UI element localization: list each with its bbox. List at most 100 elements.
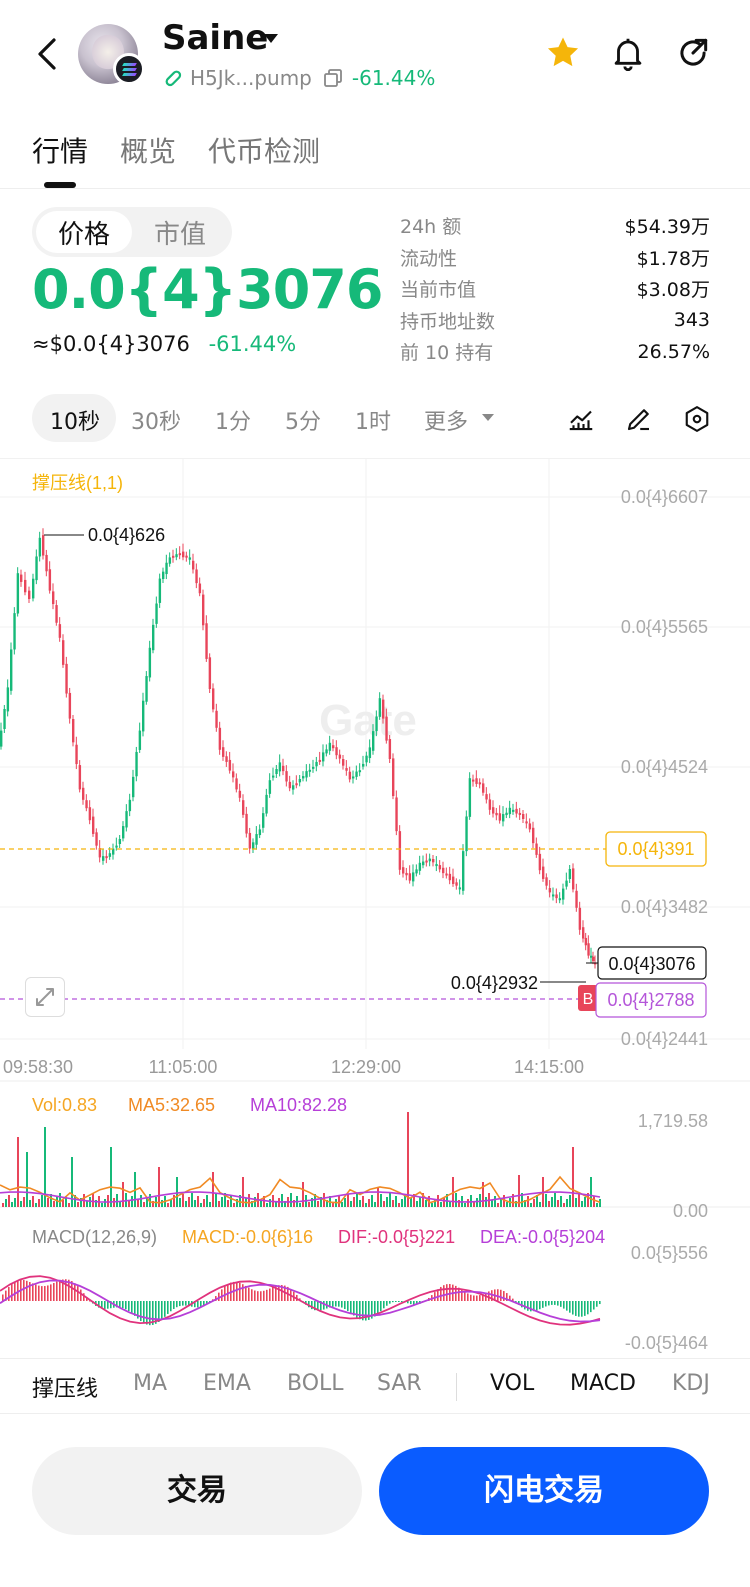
interval-more[interactable]: 更多 [424, 410, 469, 435]
share-icon[interactable] [674, 34, 712, 72]
macd-histogram-bar [125, 1301, 127, 1310]
ind-tab-ema[interactable]: EMA [203, 1371, 251, 1396]
trade-button[interactable]: 交易 [32, 1447, 362, 1535]
volume-bar [176, 1177, 178, 1207]
volume-bar [572, 1147, 574, 1207]
candle [20, 574, 23, 582]
candle [48, 569, 52, 591]
copy-icon[interactable] [322, 67, 344, 89]
interval-30s[interactable]: 30秒 [131, 410, 181, 435]
toggle-price[interactable]: 价格 [58, 220, 111, 250]
volume-bar [161, 1200, 163, 1207]
volume-bar [563, 1203, 565, 1207]
candle [558, 898, 562, 901]
ind-tab-ma[interactable]: MA [133, 1371, 168, 1396]
candle [584, 937, 588, 946]
interval-10s[interactable]: 10秒 [50, 410, 100, 435]
stat-row: 前 10 持有 26.57% [400, 336, 710, 368]
volume-bar [314, 1194, 316, 1207]
macd-dea-line [0, 1279, 601, 1323]
macd-histogram-bar [65, 1279, 67, 1301]
ind-tab-kdj[interactable]: KDJ [672, 1371, 710, 1396]
volume-bar [401, 1199, 403, 1207]
ind-tab-boll[interactable]: BOLL [287, 1371, 344, 1396]
tab-overview[interactable]: 概览 [120, 135, 177, 168]
volume-bar [137, 1199, 139, 1207]
candle [58, 624, 62, 638]
candle [85, 800, 88, 809]
token-name[interactable]: Saine [162, 18, 269, 58]
interval-1h[interactable]: 1时 [355, 410, 391, 435]
volume-bar [146, 1198, 148, 1207]
macd-histogram-bar [278, 1285, 280, 1301]
macd-histogram-bar [275, 1286, 277, 1301]
stat-value: 26.57% [637, 340, 710, 363]
macd-histogram-bar [29, 1282, 31, 1301]
ind-tab-sar[interactable]: SAR [377, 1371, 422, 1396]
volume-bar [86, 1201, 88, 1207]
interval-1m[interactable]: 1分 [215, 410, 251, 435]
macd-histogram-bar [596, 1301, 598, 1307]
macd-histogram-bar [398, 1301, 400, 1302]
kline-chart[interactable]: Gate 撑压线(1,1) 0.0{4}6607 0.0{4}5565 0.0{4}4… [0, 459, 750, 1359]
ind-tab-macd[interactable]: MACD [570, 1371, 636, 1396]
bell-icon[interactable] [609, 34, 647, 72]
chart-area[interactable]: Gate 撑压线(1,1) 0.0{4}6607 0.0{4}5565 0.0{4}4… [0, 458, 750, 1358]
macd-histogram-bar [473, 1295, 475, 1301]
macd-histogram-bar [551, 1301, 553, 1305]
macd-histogram-bar [317, 1301, 319, 1311]
draw-pen-icon[interactable] [624, 404, 654, 434]
macd-histogram-bar [329, 1301, 331, 1308]
macd-histogram-bar [110, 1301, 112, 1309]
interval-5m[interactable]: 5分 [285, 410, 321, 435]
candle [35, 556, 38, 581]
volume-bar [464, 1203, 466, 1207]
favorite-star-icon[interactable] [544, 34, 582, 72]
candle [378, 698, 382, 717]
token-dropdown-icon[interactable] [264, 34, 278, 43]
volume-bar [170, 1199, 172, 1207]
macd-histogram-bar [554, 1301, 556, 1305]
macd-histogram-bar [167, 1301, 169, 1314]
macd-histogram-bar [53, 1283, 55, 1301]
volume-bar [104, 1199, 106, 1207]
more-caret-icon[interactable] [482, 414, 494, 421]
flash-trade-button[interactable]: 闪电交易 [379, 1447, 709, 1535]
candle [435, 864, 438, 867]
tab-market[interactable]: 行情 [32, 135, 89, 168]
vol-ma10-label: MA10:82.28 [250, 1095, 347, 1115]
volume-bar [263, 1196, 265, 1207]
candle [492, 807, 495, 814]
back-arrow-icon[interactable] [32, 34, 62, 74]
candle [212, 688, 215, 710]
macd-histogram-bar [224, 1286, 226, 1301]
candle [65, 663, 68, 694]
ind-tab-vol[interactable]: VOL [490, 1371, 535, 1396]
volume-bar [581, 1201, 583, 1207]
volume-bar [332, 1203, 334, 1207]
dashed-price-text: 0.0{4}2788 [607, 990, 694, 1010]
indicator-icon[interactable] [566, 404, 596, 434]
volume-bar [353, 1197, 355, 1207]
volume-bar [293, 1200, 295, 1207]
ind-tab-sr[interactable]: 撑压线 [32, 1377, 99, 1402]
volume-bar [359, 1200, 361, 1207]
toggle-mcap[interactable]: 市值 [154, 220, 207, 250]
candle [265, 794, 268, 814]
tab-token-check[interactable]: 代币检测 [208, 135, 321, 168]
macd-histogram-bar [98, 1301, 100, 1308]
candle [438, 865, 442, 870]
interval-bar: 10秒 30秒 1分 5分 1时 更多 [0, 392, 750, 446]
volume-bar [290, 1193, 292, 1207]
candle [592, 956, 595, 962]
candle [108, 853, 112, 857]
dashed-price-tag [595, 982, 707, 1018]
expand-chart-icon[interactable] [25, 977, 65, 1017]
chart-settings-icon[interactable] [682, 404, 712, 434]
macd-histogram-bar [248, 1287, 250, 1301]
candle [195, 569, 198, 584]
macd-histogram-bar [437, 1289, 439, 1301]
macd-histogram-bar [143, 1301, 145, 1324]
candle [488, 799, 492, 810]
macd-histogram-bar [149, 1301, 151, 1326]
